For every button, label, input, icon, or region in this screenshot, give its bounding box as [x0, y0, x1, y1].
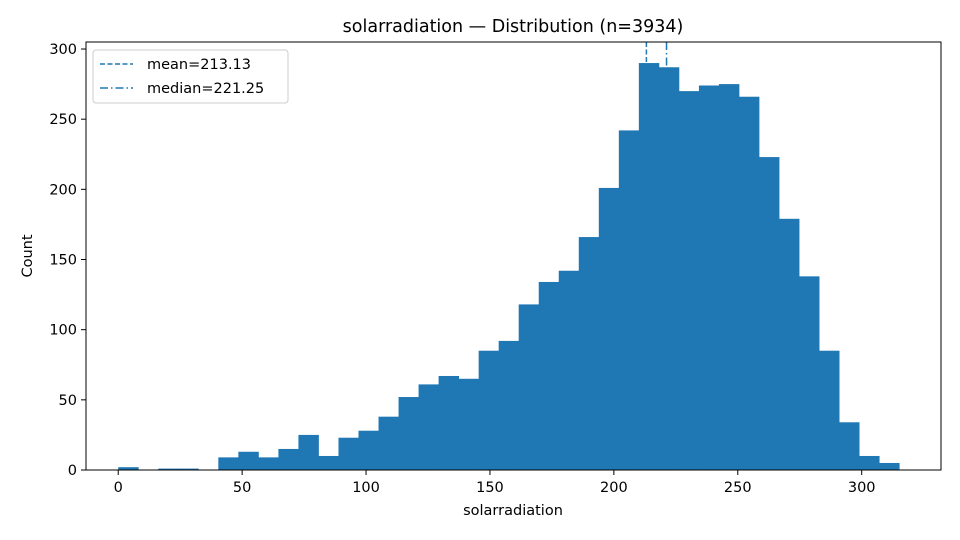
- x-tick-label: 100: [352, 480, 380, 496]
- y-axis: 0 50 100 150 200 250 300: [49, 42, 86, 479]
- histogram-bar: [178, 468, 199, 470]
- histogram-bar: [779, 218, 800, 470]
- x-tick-label: 300: [848, 480, 876, 496]
- histogram-bar: [638, 63, 660, 471]
- chart-title: solarradiation — Distribution (n=3934): [343, 17, 684, 37]
- histogram-bar: [498, 340, 520, 470]
- y-tick-label: 250: [49, 112, 77, 128]
- x-axis-title: solarradiation: [463, 503, 563, 519]
- x-tick-label: 200: [600, 480, 628, 496]
- histogram-bar: [819, 350, 840, 470]
- histogram-bars: [118, 63, 900, 471]
- x-axis: 0 50 100 150 200 250 300: [114, 470, 876, 496]
- histogram-bar: [538, 281, 560, 470]
- histogram-bar: [718, 84, 740, 470]
- histogram-bar: [118, 467, 139, 470]
- histogram-bar: [458, 378, 480, 470]
- reference-lines: [645, 42, 668, 470]
- histogram-bar: [398, 397, 419, 470]
- histogram-bar: [799, 276, 820, 470]
- y-tick-label: 100: [49, 323, 77, 339]
- y-axis-title: Count: [20, 234, 36, 277]
- legend-box: [92, 49, 289, 104]
- histogram-bar: [238, 451, 259, 470]
- histogram-bar: [338, 437, 359, 470]
- histogram-bar: [738, 96, 760, 470]
- histogram-bar: [378, 416, 399, 470]
- y-tick-label: 200: [49, 182, 77, 198]
- x-tick-label: 250: [724, 480, 752, 496]
- x-tick-label: 0: [114, 480, 123, 496]
- x-tick-label: 50: [233, 480, 251, 496]
- histogram-bar: [698, 85, 720, 470]
- histogram-bar: [759, 157, 780, 470]
- histogram-bar: [879, 462, 900, 470]
- histogram-bar: [678, 91, 700, 471]
- histogram-bar: [518, 304, 540, 470]
- histogram-bar: [478, 350, 500, 470]
- legend-mean-label: mean=213.13: [147, 57, 251, 73]
- histogram-bar: [839, 422, 860, 470]
- y-tick-label: 0: [68, 463, 77, 479]
- histogram-bar: [258, 457, 279, 470]
- plot-area-frame: [85, 41, 942, 471]
- histogram-bar: [158, 468, 179, 470]
- histogram-bar: [598, 187, 620, 470]
- histogram-bar: [218, 457, 239, 470]
- histogram-bar: [618, 130, 640, 470]
- histogram-bar: [438, 375, 460, 470]
- histogram-bar: [418, 384, 439, 470]
- y-tick-label: 300: [49, 42, 77, 58]
- legend: mean=213.13 median=221.25: [92, 49, 289, 104]
- histogram-bar: [859, 455, 880, 470]
- histogram-bar: [558, 270, 580, 470]
- histogram-bar: [278, 448, 299, 470]
- legend-median-label: median=221.25: [147, 81, 264, 97]
- y-tick-label: 150: [49, 253, 77, 269]
- histogram-bar: [298, 434, 319, 470]
- histogram-bar: [318, 455, 339, 470]
- x-tick-label: 150: [476, 480, 504, 496]
- histogram-bar: [658, 67, 680, 470]
- histogram-bar: [578, 237, 600, 470]
- y-tick-label: 50: [59, 393, 77, 409]
- histogram-bar: [358, 430, 379, 470]
